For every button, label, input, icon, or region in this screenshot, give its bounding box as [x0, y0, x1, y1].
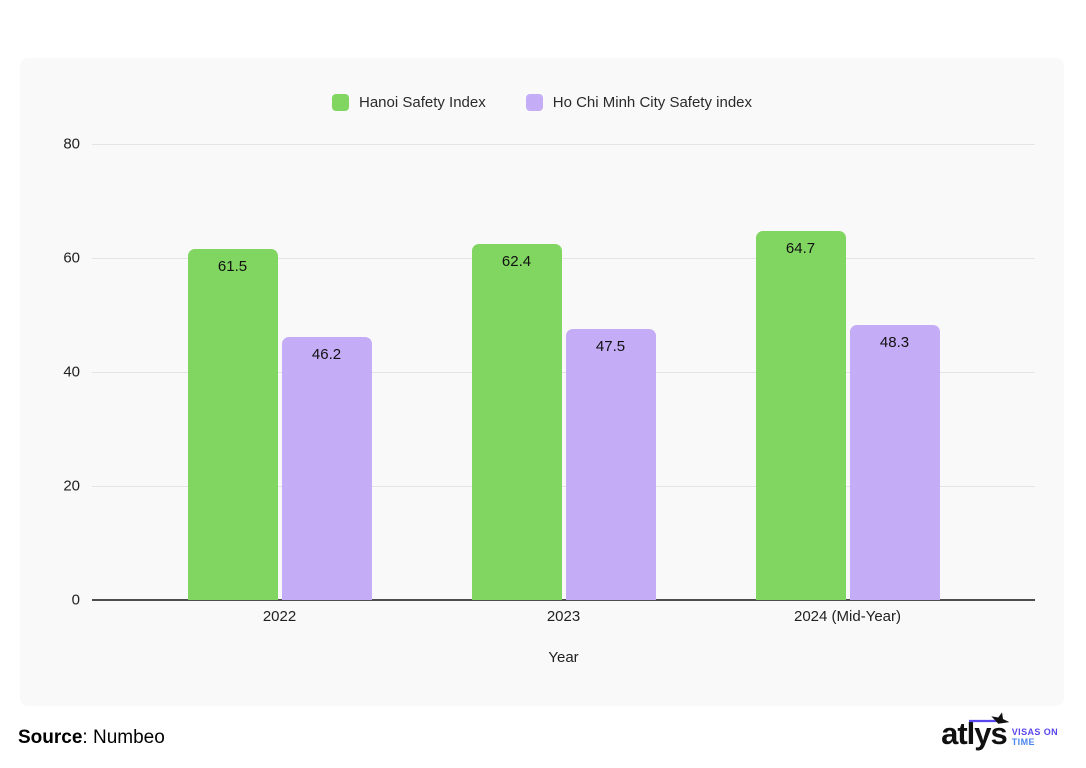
bar-value-label: 64.7 — [785, 240, 816, 258]
source-note: Source: Numbeo — [18, 727, 165, 749]
x-tick-label: 2024 (Mid-Year) — [794, 608, 901, 625]
gridline-60 — [92, 258, 1035, 259]
source-label: Source — [18, 727, 83, 748]
bar: 47.5 — [565, 329, 656, 600]
bar: 48.3 — [849, 324, 940, 600]
legend-label: Ho Chi Minh City Safety index — [552, 94, 752, 111]
bar: 46.2 — [281, 336, 372, 600]
y-tick-label-0: 0 — [71, 591, 80, 609]
bar: 64.7 — [755, 231, 846, 600]
x-axis-line — [92, 599, 1035, 601]
bar-value-label: 48.3 — [879, 333, 910, 351]
bar: 61.5 — [187, 249, 278, 600]
chart-card: Hanoi Safety Index Ho Chi Minh City Safet… — [20, 58, 1064, 706]
tagline-line1: VISAS ON — [1011, 726, 1058, 737]
source-value: : Numbeo — [82, 727, 165, 748]
bar-value-label: 46.2 — [311, 345, 342, 363]
gridline-20 — [92, 486, 1035, 487]
bar: 62.4 — [471, 244, 562, 600]
x-tick-label: 2022 — [262, 608, 297, 625]
y-tick-label-20: 20 — [63, 477, 80, 495]
plot-area: 61.5 46.2 62.4 47.5 64.7 48.3 2022 2023 2024 (M… — [63, 136, 1035, 666]
bar-group-2024 (Mid-Year): 64.7 48.3 — [755, 144, 940, 600]
atlys-logo: atlys VISAS ON TIME — [941, 712, 1058, 752]
chart-legend: Hanoi Safety Index Ho Chi Minh City Safet… — [20, 94, 1064, 111]
x-tick-label: 2023 — [546, 608, 581, 625]
x-axis-labels: 2022 2023 2024 (Mid-Year) — [92, 608, 1035, 625]
gridline-80 — [92, 144, 1035, 145]
bar-group-2022: 61.5 46.2 — [187, 144, 372, 600]
gridline-40 — [92, 372, 1035, 373]
y-tick-label-40: 40 — [63, 363, 80, 381]
legend-label: Hanoi Safety Index — [359, 94, 486, 111]
bar-value-label: 61.5 — [217, 258, 248, 276]
tagline-line2: TIME — [1011, 737, 1035, 747]
bar-value-label: 47.5 — [595, 338, 626, 356]
bar-value-label: 62.4 — [501, 253, 532, 271]
legend-swatch-icon — [332, 94, 349, 111]
logo-tagline: VISAS ON TIME — [1012, 721, 1058, 748]
legend-item-0: Hanoi Safety Index — [332, 94, 486, 111]
y-tick-label-80: 80 — [63, 135, 80, 153]
bar-group-2023: 62.4 47.5 — [471, 144, 656, 600]
legend-swatch-icon — [525, 94, 543, 111]
y-tick-label-60: 60 — [63, 249, 80, 267]
bar-groups: 61.5 46.2 62.4 47.5 64.7 48.3 — [92, 144, 1035, 600]
legend-item-1: Ho Chi Minh City Safety index — [525, 94, 752, 111]
x-axis-title: Year — [548, 649, 579, 666]
plane-icon — [968, 712, 1010, 724]
